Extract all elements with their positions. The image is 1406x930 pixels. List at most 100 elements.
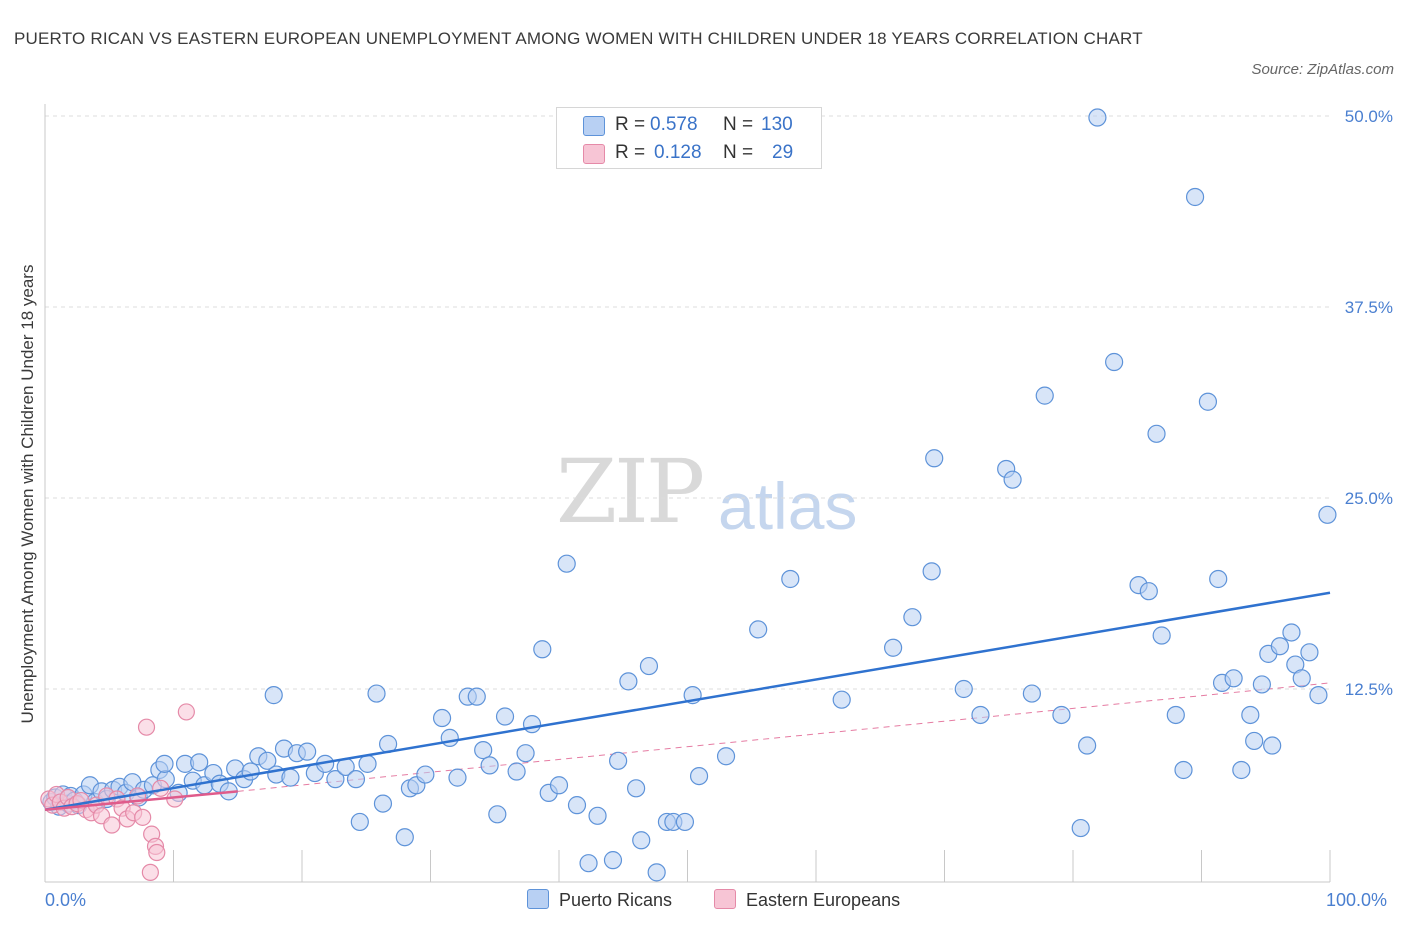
point-puerto-ricans xyxy=(781,569,800,589)
bottom-legend-label-eastern-europeans: Eastern Europeans xyxy=(746,890,901,910)
legend-n-label: N = xyxy=(723,114,754,135)
point-puerto-ricans xyxy=(1292,669,1311,688)
point-puerto-ricans xyxy=(1022,684,1041,703)
legend-n-label: N = xyxy=(723,142,754,163)
chart-source: Source: ZipAtlas.com xyxy=(1251,61,1394,78)
legend-n-value: 130 xyxy=(761,114,793,135)
point-puerto-ricans xyxy=(1232,760,1251,780)
point-puerto-ricans xyxy=(632,831,651,850)
point-puerto-ricans xyxy=(549,776,569,795)
watermark-atlas: atlas xyxy=(718,469,858,543)
point-puerto-ricans xyxy=(264,686,283,705)
point-puerto-ricans xyxy=(567,796,587,815)
y-tick-label: 12.5% xyxy=(1345,680,1393,699)
point-puerto-ricans xyxy=(358,754,377,773)
point-puerto-ricans xyxy=(326,770,345,789)
trend-line-eastern-europeans-dashed xyxy=(237,682,1331,792)
point-puerto-ricans xyxy=(367,684,386,703)
point-puerto-ricans xyxy=(488,805,507,824)
point-eastern-europeans xyxy=(177,703,195,721)
point-puerto-ricans xyxy=(1166,705,1185,725)
point-puerto-ricans xyxy=(1252,675,1271,694)
point-puerto-ricans xyxy=(241,762,260,781)
point-puerto-ricans xyxy=(474,741,493,760)
legend-r-label: R = xyxy=(615,142,646,163)
point-puerto-ricans xyxy=(1078,736,1097,755)
point-puerto-ricans xyxy=(925,449,944,468)
legend-r-value: 0.128 xyxy=(654,142,702,163)
point-puerto-ricans xyxy=(832,690,851,709)
legend-swatch-pink xyxy=(583,144,605,164)
point-puerto-ricans xyxy=(281,768,300,787)
point-puerto-ricans xyxy=(533,640,552,659)
point-puerto-ricans xyxy=(1198,392,1218,411)
point-puerto-ricans xyxy=(1209,569,1228,589)
point-puerto-ricans xyxy=(609,751,628,770)
point-puerto-ricans xyxy=(647,863,666,882)
point-puerto-ricans xyxy=(350,812,369,832)
chart-title: PUERTO RICAN VS EASTERN EUROPEAN UNEMPLO… xyxy=(14,29,1143,48)
point-puerto-ricans xyxy=(467,687,486,706)
point-puerto-ricans xyxy=(1139,582,1158,601)
point-puerto-ricans xyxy=(373,794,393,813)
point-puerto-ricans xyxy=(1185,187,1205,207)
x-axis-min-label: 0.0% xyxy=(45,890,87,910)
point-puerto-ricans xyxy=(1052,705,1071,725)
point-puerto-ricans xyxy=(588,806,607,825)
point-puerto-ricans xyxy=(155,754,174,773)
point-puerto-ricans xyxy=(1035,386,1054,405)
x-axis-max-label: 100.0% xyxy=(1326,890,1388,910)
point-puerto-ricans xyxy=(619,672,638,691)
point-puerto-ricans xyxy=(432,708,452,728)
point-puerto-ricans xyxy=(1270,637,1289,656)
point-puerto-ricans xyxy=(1174,760,1193,780)
point-puerto-ricans xyxy=(626,779,646,798)
y-tick-label: 50.0% xyxy=(1345,107,1393,126)
y-tick-label: 25.0% xyxy=(1345,489,1393,508)
trend-line-puerto-ricans xyxy=(44,591,1331,811)
point-puerto-ricans xyxy=(922,562,941,581)
point-puerto-ricans xyxy=(298,742,317,761)
point-puerto-ricans xyxy=(1003,470,1022,489)
axes xyxy=(44,104,1331,883)
point-puerto-ricans xyxy=(395,828,414,847)
point-puerto-ricans xyxy=(603,851,623,870)
point-eastern-europeans xyxy=(148,843,166,862)
point-puerto-ricans xyxy=(1152,626,1171,645)
point-puerto-ricans xyxy=(440,728,459,747)
point-puerto-ricans xyxy=(448,768,467,787)
point-puerto-ricans xyxy=(1071,818,1090,838)
bottom-legend-label-puerto-ricans: Puerto Ricans xyxy=(559,890,673,910)
point-puerto-ricans xyxy=(1224,669,1243,688)
point-puerto-ricans xyxy=(716,747,736,766)
trend-lines xyxy=(237,682,1331,792)
bottom-legend-puerto-ricans: Puerto Ricans xyxy=(527,889,672,911)
grid-lines xyxy=(45,115,1330,690)
point-puerto-ricans xyxy=(903,608,922,627)
point-puerto-ricans xyxy=(749,620,768,639)
bottom-legend-eastern-europeans: Eastern Europeans xyxy=(714,889,900,911)
point-puerto-ricans xyxy=(416,765,435,784)
point-puerto-ricans xyxy=(1282,623,1301,642)
point-puerto-ricans xyxy=(1300,643,1319,662)
point-puerto-ricans xyxy=(1088,108,1107,127)
point-eastern-europeans xyxy=(141,863,159,881)
point-puerto-ricans xyxy=(971,705,990,725)
point-puerto-ricans xyxy=(1241,705,1260,725)
point-puerto-ricans xyxy=(579,854,598,873)
point-puerto-ricans xyxy=(1318,505,1337,524)
data-points xyxy=(40,108,1337,882)
legend-n-value: 29 xyxy=(772,142,794,163)
trend-line-eastern-europeans xyxy=(44,790,238,811)
point-puerto-ricans xyxy=(1309,686,1328,705)
bottom-legend-swatch-blue xyxy=(527,889,549,909)
correlation-legend: R = 0.578 N = 130 R = 0.128 N = 29 xyxy=(556,107,822,169)
legend-r-value: 0.578 xyxy=(650,114,698,135)
point-puerto-ricans xyxy=(954,679,973,699)
point-puerto-ricans xyxy=(480,756,499,775)
point-eastern-europeans xyxy=(137,718,156,736)
legend-r-label: R = xyxy=(615,114,646,135)
point-puerto-ricans xyxy=(557,554,576,573)
point-puerto-ricans xyxy=(258,751,277,770)
point-puerto-ricans xyxy=(689,766,709,786)
